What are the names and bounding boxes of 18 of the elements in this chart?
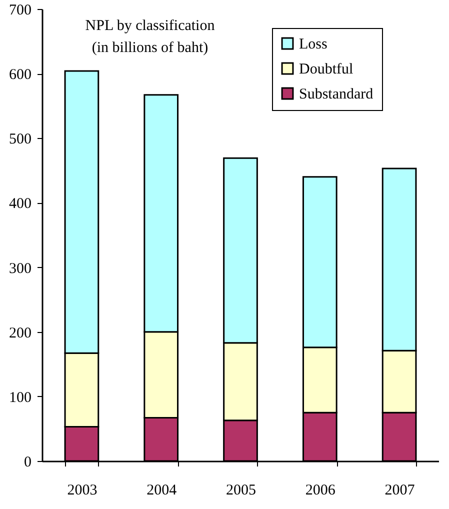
y-tick-label: 700 (9, 2, 32, 18)
y-tick-label: 500 (9, 132, 32, 148)
y-tick-label: 300 (9, 260, 32, 277)
y-tick-label: 600 (9, 67, 32, 84)
y-tick-label: 200 (9, 325, 32, 342)
x-tick-label: 2007 (384, 482, 416, 498)
y-tick-label: 0 (24, 454, 32, 470)
y-tick-label: 400 (9, 196, 32, 212)
y-tick-label: 100 (9, 390, 32, 406)
x-tick-label: 2005 (226, 482, 256, 498)
legend-label: Loss (299, 36, 328, 52)
x-tick-label: 2004 (146, 482, 178, 498)
legend-label: Substandard (299, 86, 374, 102)
text: (in billions of baht) (92, 40, 208, 56)
x-tick-label: 2006 (305, 482, 336, 498)
legend-label: Doubtful (299, 62, 354, 78)
text: NPL by classification (85, 18, 216, 34)
x-tick-label: 2003 (67, 482, 98, 498)
